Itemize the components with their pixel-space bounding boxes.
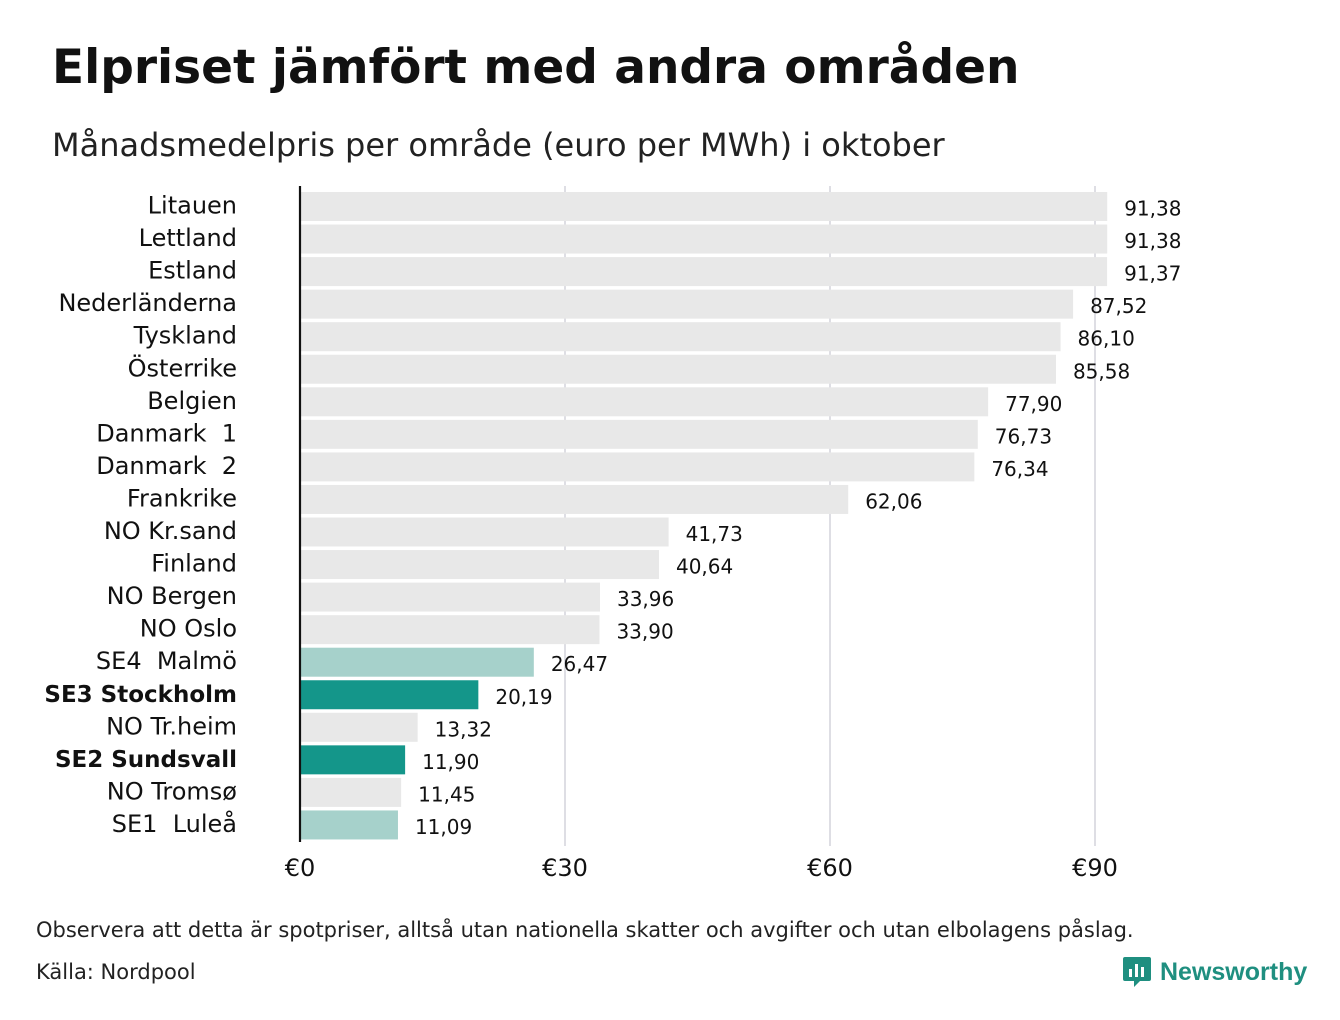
value-label: 62,06 xyxy=(865,489,922,513)
value-label: 26,47 xyxy=(551,652,608,676)
chart-subtitle: Månadsmedelpris per område (euro per MWh… xyxy=(52,126,945,164)
footnote: Observera att detta är spotpriser, allts… xyxy=(36,918,1134,942)
bar xyxy=(300,289,1074,319)
value-label: 11,45 xyxy=(418,782,475,806)
category-label: Frankrike xyxy=(127,484,237,512)
bar xyxy=(300,745,406,775)
category-label: NO Tromsø xyxy=(107,777,237,805)
category-label: SE2 Sundsvall xyxy=(55,747,237,773)
category-label: Estland xyxy=(148,257,237,285)
bar-chart: Litauen Lettland Estland Nederländerna Tyskl… xyxy=(44,186,1181,882)
value-label: 11,09 xyxy=(415,815,472,839)
bar xyxy=(300,810,398,840)
value-label: 76,73 xyxy=(995,424,1052,448)
category-label: NO Kr.sand xyxy=(104,517,237,545)
value-label: 33,90 xyxy=(616,620,673,644)
chart-title: Elpriset jämfört med andra områden xyxy=(52,40,1020,95)
bar xyxy=(300,484,849,514)
category-label: Finland xyxy=(151,550,237,578)
bar xyxy=(300,322,1061,352)
bar xyxy=(300,354,1056,384)
category-label: Österrike xyxy=(128,353,237,382)
bar xyxy=(300,517,669,547)
bar xyxy=(300,192,1108,221)
value-label: 86,10 xyxy=(1078,327,1135,351)
x-axis-ticks: €0 €30 €60 €90 xyxy=(285,854,1118,882)
category-label: Danmark 2 xyxy=(96,452,237,480)
category-label: Danmark 1 xyxy=(96,419,237,447)
category-label: SE3 Stockholm xyxy=(44,682,237,708)
bar xyxy=(300,387,989,417)
bar xyxy=(300,550,659,580)
category-label: SE1 Luleå xyxy=(112,809,237,838)
x-tick-label: €0 xyxy=(285,854,316,882)
bar xyxy=(300,582,600,612)
newsworthy-logo-icon xyxy=(1123,957,1151,987)
bar xyxy=(300,680,479,710)
bar xyxy=(300,712,418,742)
value-label: 20,19 xyxy=(495,685,552,709)
brand-name: Newsworthy xyxy=(1160,957,1308,986)
value-labels: 91,38 91,38 91,37 87,52 86,10 85,58 77,90 76,73… xyxy=(415,197,1181,839)
value-label: 91,37 xyxy=(1124,262,1181,286)
x-tick-label: €90 xyxy=(1072,854,1118,882)
bar xyxy=(300,257,1108,287)
category-label: NO Tr.heim xyxy=(106,712,237,740)
value-label: 13,32 xyxy=(435,717,492,741)
value-label: 40,64 xyxy=(676,555,733,579)
bar xyxy=(300,615,600,645)
value-label: 87,52 xyxy=(1090,294,1147,318)
category-label: Tyskland xyxy=(133,322,237,350)
category-label: NO Oslo xyxy=(140,615,237,643)
bar xyxy=(300,419,978,449)
value-label: 33,96 xyxy=(617,587,674,611)
value-label: 91,38 xyxy=(1124,229,1181,253)
category-label: Lettland xyxy=(139,224,237,252)
category-label: Belgien xyxy=(147,387,237,415)
x-tick-label: €60 xyxy=(807,854,853,882)
source-credit: Källa: Nordpool xyxy=(36,960,196,984)
x-tick-label: €30 xyxy=(542,854,588,882)
bar xyxy=(300,224,1108,254)
category-label: NO Bergen xyxy=(107,582,237,610)
value-label: 91,38 xyxy=(1124,197,1181,221)
value-label: 77,90 xyxy=(1005,392,1062,416)
bar xyxy=(300,452,975,482)
category-label: SE4 Malmö xyxy=(96,647,237,675)
brand-logo: Newsworthy xyxy=(1122,955,1307,989)
value-label: 41,73 xyxy=(686,522,743,546)
bar xyxy=(300,647,534,677)
category-labels: Litauen Lettland Estland Nederländerna Tyskl… xyxy=(44,192,237,838)
category-label: Litauen xyxy=(148,192,237,220)
value-label: 11,90 xyxy=(422,750,479,774)
value-label: 76,34 xyxy=(991,457,1048,481)
value-label: 85,58 xyxy=(1073,359,1130,383)
bars xyxy=(300,192,1108,840)
category-label: Nederländerna xyxy=(58,289,237,317)
bar xyxy=(300,777,402,807)
